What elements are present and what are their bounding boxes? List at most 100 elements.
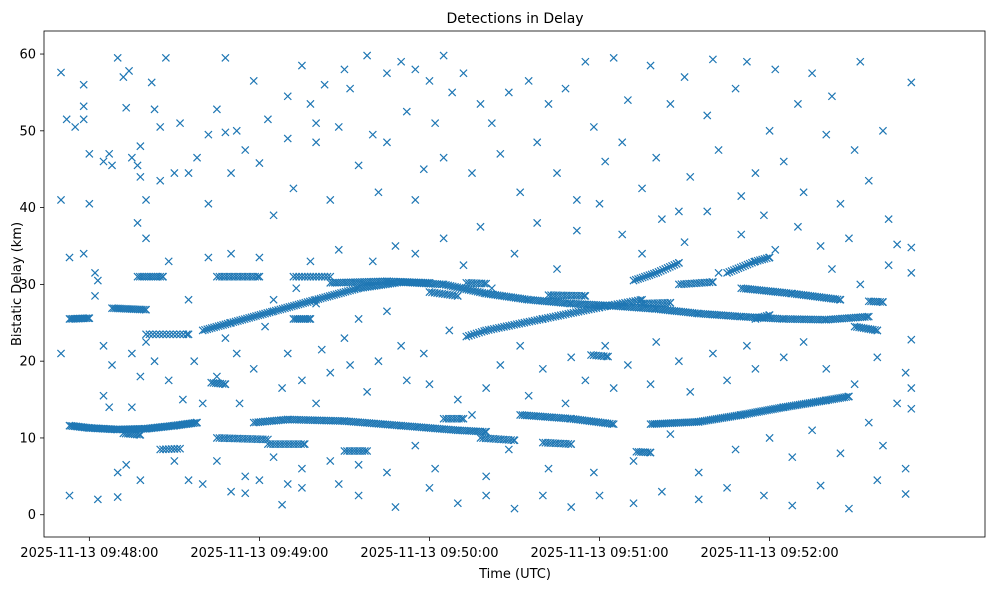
data-point [193, 418, 202, 427]
data-point [184, 330, 193, 339]
data-point [251, 311, 261, 321]
data-point [581, 57, 590, 66]
data-point [107, 360, 117, 370]
data-point [504, 88, 513, 97]
data-point [299, 299, 308, 308]
data-point [524, 391, 533, 400]
data-point [538, 364, 547, 373]
data-point [742, 341, 751, 350]
data-point [751, 257, 760, 266]
data-point [147, 78, 156, 87]
data-point [482, 472, 491, 481]
data-point [337, 288, 346, 298]
data-point [439, 51, 448, 60]
data-point [425, 380, 434, 389]
data-point [411, 65, 420, 74]
data-point [176, 444, 185, 453]
data-point [827, 265, 836, 274]
data-point [738, 262, 747, 271]
data-point [652, 337, 661, 346]
data-point [65, 253, 74, 262]
data-point [732, 265, 741, 274]
data-point [646, 61, 655, 70]
data-point [334, 245, 343, 254]
data-point [62, 115, 71, 124]
x-tick-label: 2025-11-13 09:52:00 [701, 546, 839, 561]
data-point [207, 323, 216, 333]
data-point [864, 312, 873, 321]
data-point [82, 314, 91, 323]
data-point [85, 199, 94, 208]
data-point [156, 272, 165, 281]
data-point [425, 278, 434, 287]
data-point [666, 430, 675, 439]
data-point [459, 414, 468, 423]
data-point [533, 218, 542, 227]
data-point [680, 238, 689, 247]
data-point [480, 427, 490, 436]
data-point [459, 261, 468, 270]
data-point [703, 207, 712, 216]
data-point [300, 440, 309, 449]
data-point [326, 195, 335, 204]
data-point [765, 126, 774, 135]
y-axis-label: Bistatic Delay (km) [10, 222, 25, 346]
data-point [334, 289, 343, 298]
data-point [504, 445, 513, 454]
data-point [439, 234, 448, 243]
data-point [360, 446, 369, 456]
data-point [314, 272, 323, 281]
data-point [873, 326, 882, 335]
data-point [645, 271, 654, 280]
data-point [164, 257, 173, 266]
data-point [317, 345, 326, 354]
data-point [876, 297, 885, 306]
data-point [190, 357, 199, 366]
data-point [299, 440, 308, 449]
data-point [136, 172, 145, 181]
data-point [135, 430, 144, 439]
data-point [842, 392, 851, 401]
data-point [686, 172, 695, 181]
data-point [808, 69, 817, 78]
data-point [604, 352, 613, 361]
data-point [799, 188, 808, 197]
data-point [459, 69, 468, 78]
data-point [204, 199, 213, 208]
data-point [646, 380, 655, 389]
data-point [382, 138, 391, 147]
data-point [581, 376, 590, 385]
data-point [482, 384, 491, 393]
data-point [431, 119, 440, 128]
data-point [672, 259, 681, 268]
data-point [411, 195, 420, 204]
data-point [56, 68, 66, 77]
data-point [827, 92, 836, 101]
data-point [170, 456, 179, 466]
data-point [397, 341, 406, 350]
data-point [665, 262, 674, 271]
data-point [283, 349, 292, 358]
data-point [759, 491, 768, 500]
data-point [184, 169, 193, 178]
data-point [609, 53, 618, 62]
data-point [793, 222, 802, 231]
data-point [736, 263, 745, 272]
data-point [306, 314, 315, 323]
data-point [864, 176, 873, 185]
data-point [705, 278, 714, 287]
data-point [303, 314, 312, 323]
data-point [487, 284, 496, 293]
data-point [647, 270, 656, 279]
data-point [419, 349, 428, 358]
data-point [871, 326, 880, 335]
data-point [221, 320, 230, 329]
data-point [276, 305, 285, 314]
data-point [607, 419, 617, 428]
data-point [136, 372, 145, 381]
y-axis: 0 10 20 30 40 50 60 [19, 48, 44, 523]
data-point [878, 441, 887, 450]
data-point [636, 274, 645, 283]
data-point [233, 316, 242, 325]
data-point [743, 260, 752, 269]
